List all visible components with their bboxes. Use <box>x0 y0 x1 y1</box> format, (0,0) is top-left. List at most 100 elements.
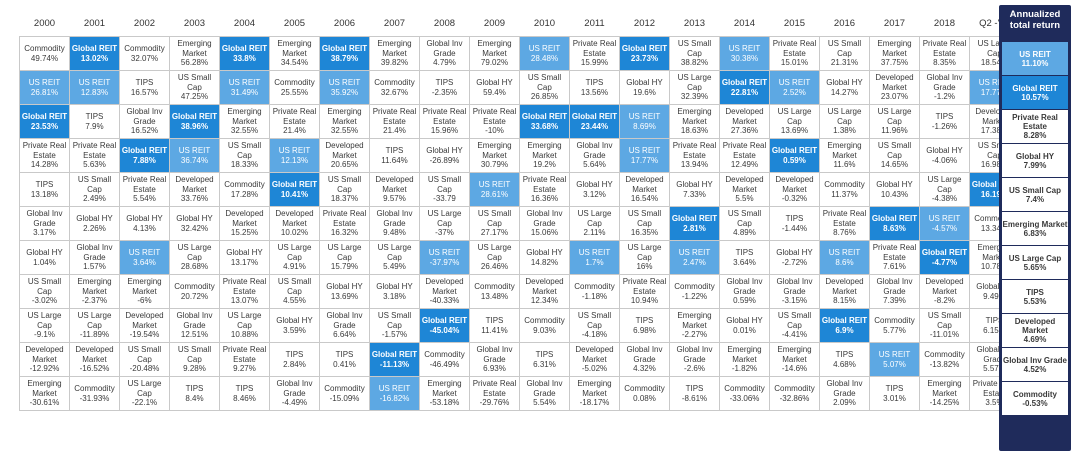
asset-class-label: Commodity <box>324 384 365 393</box>
return-cell: Developed Market 8.15% <box>819 274 870 309</box>
return-cell: TIPS -1.26% <box>919 104 970 139</box>
asset-class-label: Global HY <box>726 316 763 325</box>
return-cell: Commodity 0.08% <box>619 376 670 411</box>
asset-class-label: Emerging Market <box>77 277 112 296</box>
return-cell: Commodity -1.22% <box>669 274 720 309</box>
return-value: -12.92% <box>29 364 60 374</box>
return-value: -9.1% <box>34 330 55 340</box>
annualized-value: -0.53% <box>1022 398 1048 408</box>
asset-class-label: US Small Cap <box>377 311 412 330</box>
asset-class-label: Commodity <box>1013 389 1057 399</box>
return-cell: Global REIT -11.13% <box>369 342 420 377</box>
asset-class-label: Global HY <box>676 180 713 189</box>
return-cell: Private Real Estate 13.07% <box>219 274 270 309</box>
year-label: 2002 <box>133 17 156 29</box>
return-value: 9.57% <box>383 194 406 204</box>
return-cell: TIPS 0.41% <box>319 342 370 377</box>
return-value: 35.92% <box>330 87 359 97</box>
asset-class-label: Global HY <box>26 248 63 257</box>
rank-row: TIPS 13.18% US Small Cap 2.49% Private Real … <box>19 172 1020 207</box>
return-cell: Global Inv Grade 0.59% <box>719 274 770 309</box>
return-value: 8.63% <box>883 223 906 233</box>
return-value: -2.6% <box>684 364 705 374</box>
asset-class-label: Emerging Market <box>677 107 712 126</box>
return-value: 1.04% <box>33 257 56 267</box>
asset-class-label: Commodity <box>774 384 815 393</box>
asset-class-label: Commodity <box>824 180 865 189</box>
asset-class-label: US Large Cap <box>827 107 862 126</box>
asset-class-label: US Large Cap <box>377 243 412 262</box>
return-cell: US REIT 2.52% <box>769 70 820 105</box>
return-value: -37% <box>435 228 454 238</box>
annualized-value: 10.57% <box>1021 92 1049 102</box>
asset-class-label: US Small Cap <box>327 175 362 194</box>
return-cell: Developed Market 12.34% <box>519 274 570 309</box>
return-value: -33.79 <box>433 194 456 204</box>
return-cell: US REIT 1.7% <box>569 240 620 275</box>
asset-class-label: TIPS <box>585 78 604 87</box>
return-value: 15.99% <box>580 58 609 68</box>
asset-class-label: US Large Cap <box>977 39 1012 58</box>
return-value: -2.35% <box>431 87 458 97</box>
return-value: 16.35% <box>630 228 659 238</box>
return-value: 8.46% <box>233 393 256 403</box>
return-cell: US Small Cap -4.18% <box>569 308 620 343</box>
return-cell: Private Real Estate 8.35% <box>919 36 970 71</box>
asset-class-label: Global REIT <box>271 180 318 189</box>
return-cell: Emerging Market -18.17% <box>569 376 620 411</box>
return-value: 12.49% <box>730 160 759 170</box>
return-cell: US Small Cap 9.28% <box>169 342 220 377</box>
return-value: 7.88% <box>133 155 156 165</box>
asset-class-label: TIPS <box>135 78 154 87</box>
return-cell: US REIT 28.48% <box>519 36 570 71</box>
return-value: 30.79% <box>480 160 509 170</box>
return-cell: Emerging Market -2.27% <box>669 308 720 343</box>
asset-class-label: Commodity <box>74 384 115 393</box>
return-value: 18.54% <box>980 58 1009 68</box>
asset-class-label: US Small Cap <box>427 175 462 194</box>
year-label: 2009 <box>483 17 506 29</box>
return-cell: US Large Cap -4.38% <box>919 172 970 207</box>
asset-class-label: Private Real Estate <box>622 277 667 296</box>
return-value: 4.32% <box>633 364 656 374</box>
asset-class-label: US REIT <box>678 248 711 257</box>
return-cell: Developed Market -12.92% <box>19 342 70 377</box>
asset-class-label: Global REIT <box>721 78 768 87</box>
return-value: 5.57% <box>983 364 1006 374</box>
asset-class-label: Commodity <box>374 78 415 87</box>
return-cell: Global HY 3.12% <box>569 172 620 207</box>
annualized-cell: US REIT 11.10% <box>1002 42 1068 75</box>
return-value: 2.26% <box>83 223 106 233</box>
return-value: 6.98% <box>633 325 656 335</box>
asset-class-label: Developed Market <box>375 175 414 194</box>
return-value: 8.76% <box>833 228 856 238</box>
asset-class-label: US REIT <box>728 44 761 53</box>
return-value: -1.22% <box>681 291 708 301</box>
asset-class-label: Private Real Estate <box>772 39 817 58</box>
return-value: -4.77% <box>931 257 958 267</box>
return-value: 8.69% <box>633 121 656 131</box>
asset-class-label: Emerging Market <box>377 39 412 58</box>
year-header-row: 2000 2001 2002 2003 2004 2005 2006 2007 2008 2009… <box>20 10 1020 37</box>
asset-class-label: US Large Cap <box>427 209 462 228</box>
return-cell: US REIT -37.97% <box>419 240 470 275</box>
return-cell: Global Inv Grade 5.54% <box>519 376 570 411</box>
return-value: -16.82% <box>379 393 410 403</box>
return-value: -26.89% <box>429 155 460 165</box>
asset-class-label: Private Real Estate <box>22 141 67 160</box>
asset-class-label: Global Inv Grade <box>526 379 563 398</box>
return-cell: Global HY 32.42% <box>169 206 220 241</box>
asset-class-label: Emerging Market <box>927 379 962 398</box>
return-value: -1.26% <box>931 121 958 131</box>
return-value: 23.07% <box>880 92 909 102</box>
year-label: 2014 <box>733 17 756 29</box>
asset-class-label: Private Real Estate <box>822 209 867 228</box>
return-cell: Commodity -13.82% <box>919 342 970 377</box>
asset-class-label: Commodity <box>874 316 915 325</box>
asset-class-label: Emerging Market <box>127 277 162 296</box>
return-value: 4.68% <box>833 359 856 369</box>
return-cell: Global HY -4.06% <box>919 138 970 173</box>
return-cell: US Large Cap 16% <box>619 240 670 275</box>
asset-class-label: Global HY <box>76 214 113 223</box>
rank-row: Developed Market -12.92% Developed Market -… <box>19 342 1020 377</box>
